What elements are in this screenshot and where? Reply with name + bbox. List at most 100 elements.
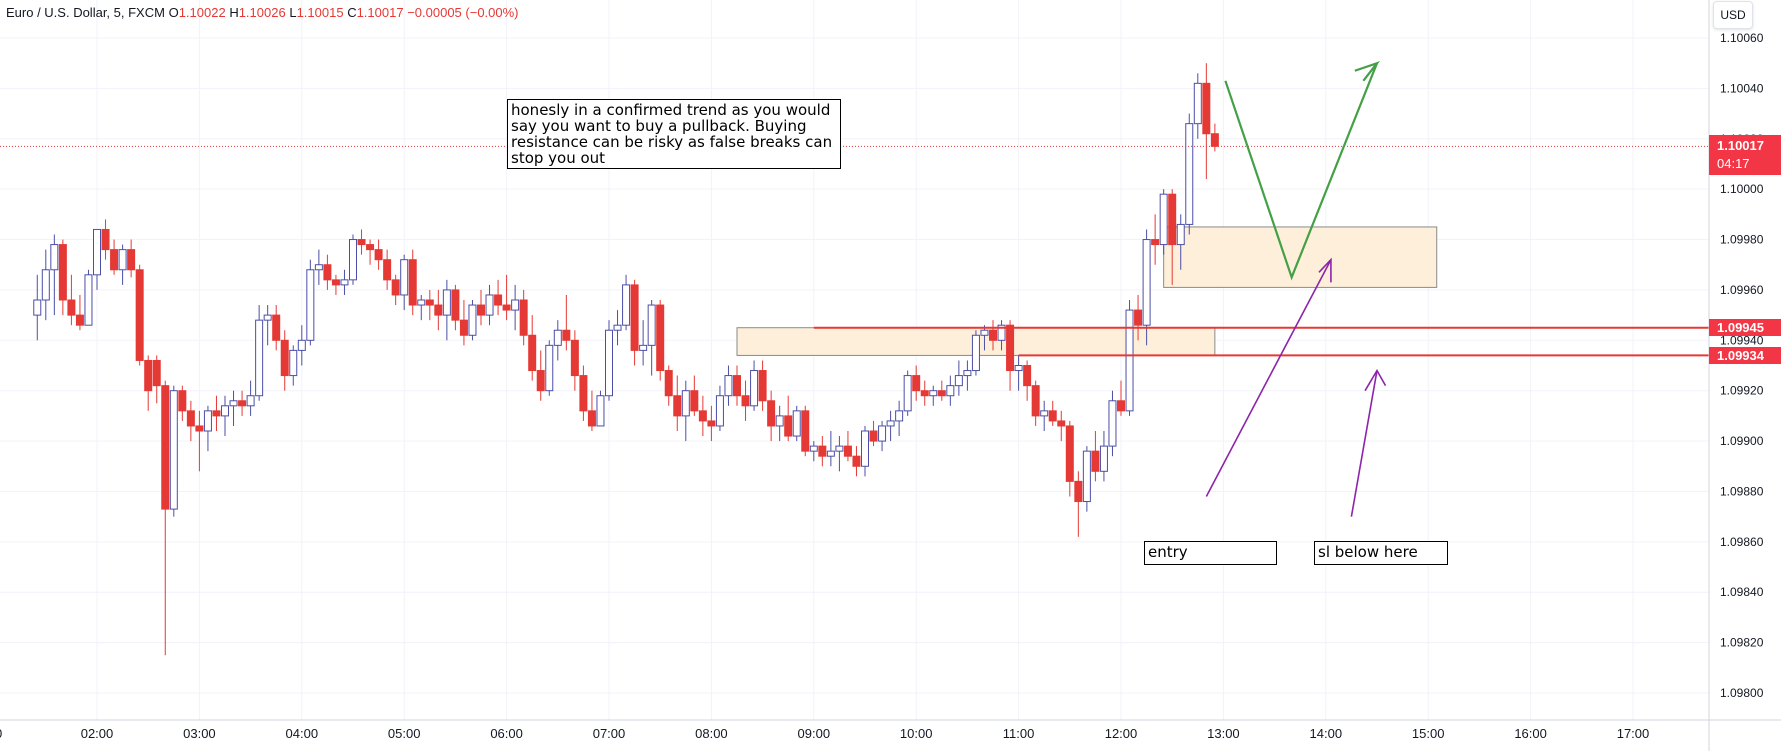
x-tick-label: 09:00 [798,726,831,741]
candle-body [1099,445,1108,472]
candle-body [724,375,733,397]
candle-body [178,390,187,412]
candle-body [485,294,494,316]
chart-grid [0,0,1709,720]
candle-body [118,249,127,271]
candle-body [656,304,665,372]
candle-body [1125,309,1134,412]
candle-body [1023,365,1032,387]
y-tick-label: 1.09820 [1720,636,1764,650]
candle-body [297,339,306,351]
x-tick-label: 05:00 [388,726,421,741]
candle-body [246,395,255,407]
candle-body [528,334,537,372]
candle-body [946,385,955,397]
y-tick-label: 1.09860 [1720,535,1764,549]
candle-body [263,314,272,321]
green-path-arrow [1224,62,1379,281]
candle-body [792,410,801,437]
low-label: L [289,5,297,20]
drawings-layer [1205,60,1387,517]
candle-body [920,390,929,397]
candle-body [596,395,605,427]
sl-textbox[interactable]: sl below here [1314,541,1448,565]
entry-textbox[interactable]: entry [1144,541,1277,565]
candle-body [238,400,247,407]
y-tick-label: 1.09940 [1720,333,1764,347]
levels-layer [0,145,1709,357]
candle-body [203,410,212,432]
open-label: O [168,5,179,20]
candle-body [331,279,340,286]
open-value: 1.10022 [178,5,226,20]
y-tick-label: 1.09900 [1720,434,1764,448]
candle-body [639,344,648,351]
y-tick-label: 1.09980 [1720,233,1764,247]
candle-body [374,249,383,261]
y-tick-label: 1.10060 [1720,31,1764,45]
candle-body [306,269,315,341]
close-label: C [347,5,357,20]
candle-body [715,395,724,427]
candle-body [587,410,596,427]
candle-body [912,375,921,392]
x-tick-label: 10:00 [900,726,933,741]
candle-body [553,329,562,346]
y-tick-label: 1.09920 [1720,384,1764,398]
candle-body [1210,133,1219,147]
candle-body [408,259,417,306]
candle-body [152,359,161,387]
candle-body [681,390,690,417]
x-tick-label: 08:00 [695,726,728,741]
x-tick-label: 12:00 [1105,726,1138,741]
candle-body [67,299,76,316]
candle-body [502,304,511,311]
candle-body [477,304,485,316]
candle-body [801,410,810,452]
candle-body [144,359,153,392]
candle-body [1151,239,1160,246]
candles-layer [33,63,1219,656]
purple-arrowhead-entry [1318,257,1332,283]
candle-body [818,445,827,457]
candle-body [1065,425,1074,482]
candle-body [400,259,409,296]
candle-body [1202,82,1211,135]
candle-body [741,395,750,407]
y-tick-label: 1.09960 [1720,283,1764,297]
purple-arrow-sl [1350,370,1378,517]
candle-body [707,420,716,427]
candle-body [340,279,349,286]
y-tick-label: 1.09840 [1720,585,1764,599]
candle-body [127,249,136,271]
candle-body [775,415,784,427]
note-textbox[interactable]: honesly in a confirmed trend as you woul… [507,99,841,169]
candle-body [161,385,170,510]
high-label: H [229,5,239,20]
candle-body [869,430,878,442]
candle-body [451,289,460,321]
candle-body [1031,385,1040,417]
x-tick-label: 14:00 [1310,726,1343,741]
candle-body [835,445,844,452]
candle-body [1176,223,1185,246]
candle-body [733,375,741,397]
currency-button[interactable]: USD [1713,1,1753,29]
x-tick-label: 06:00 [490,726,523,741]
candle-body [664,370,673,397]
last-price-value: 1.10017 [1717,138,1764,153]
candle-body [1057,420,1066,427]
candle-body [1091,450,1100,472]
candle-body [1040,410,1049,417]
candle-body [536,370,545,392]
candle-body [41,269,50,301]
low-value: 1.10015 [296,5,344,20]
purple-arrow-entry [1205,259,1332,497]
candle-body [366,244,375,251]
candle-body [1014,365,1023,372]
candle-body [937,390,946,397]
candle-body [1082,450,1091,503]
green-arrowhead [1354,60,1381,82]
